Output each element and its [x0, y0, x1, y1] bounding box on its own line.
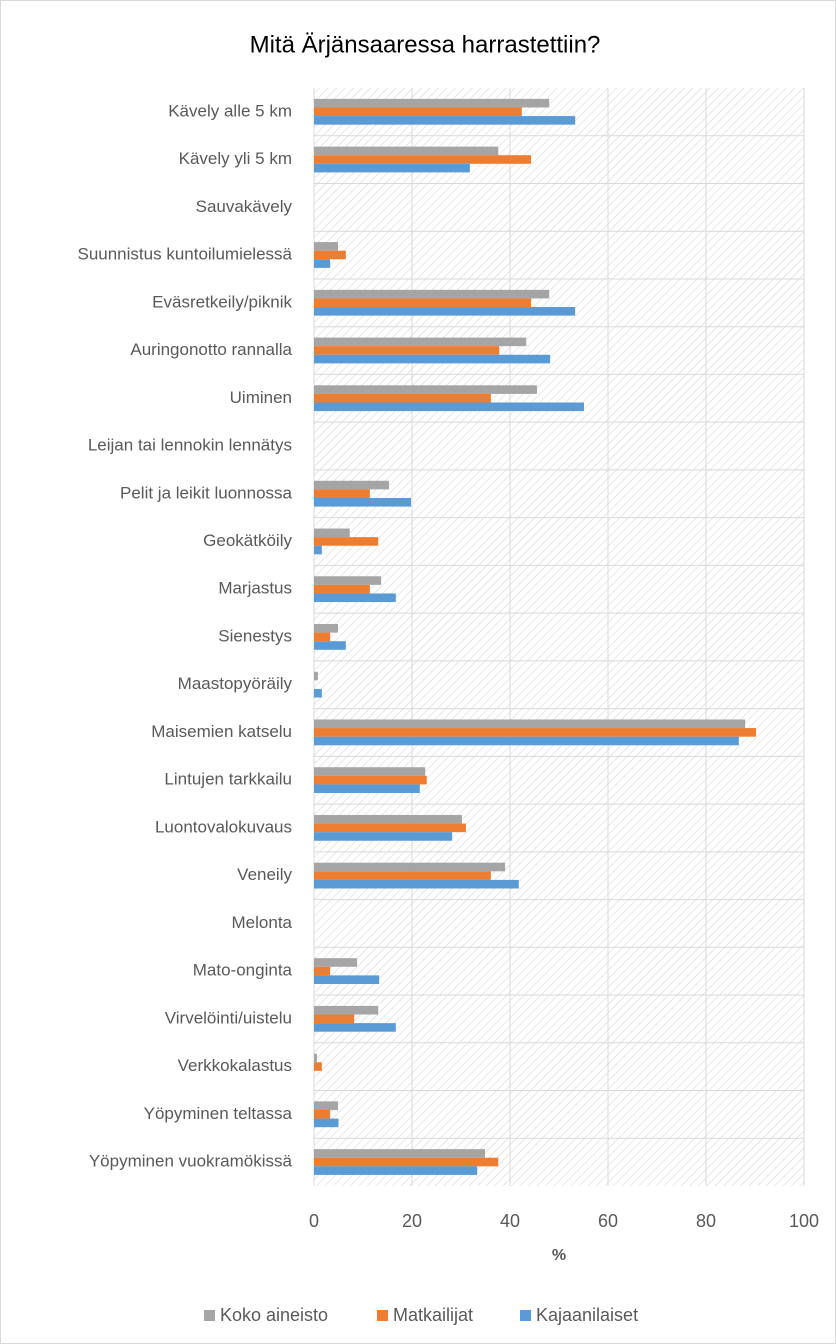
bar [314, 728, 756, 737]
y-tick-label: Verkkokalastus [178, 1056, 292, 1075]
bar [314, 307, 576, 316]
y-tick-label: Leijan tai lennokin lennätys [88, 436, 292, 455]
bar [314, 354, 551, 364]
bar [314, 775, 427, 785]
bar [314, 814, 462, 824]
chart-title: Mitä Ärjänsaaressa harrastettiin? [250, 31, 601, 58]
legend-swatch [520, 1310, 531, 1321]
bar [314, 593, 396, 603]
y-tick-label: Auringonotto rannalla [130, 340, 292, 359]
y-tick-label: Mato-onginta [193, 961, 293, 980]
bar [314, 1157, 499, 1167]
bar [314, 146, 499, 156]
legend-swatch [377, 1310, 388, 1321]
bar [314, 107, 522, 117]
bar [314, 337, 527, 347]
bar [314, 528, 350, 538]
y-tick-label: Sienestys [218, 626, 292, 645]
bar [314, 632, 331, 642]
bar [314, 671, 318, 681]
y-tick-label: Kävely yli 5 km [179, 149, 292, 168]
legend-swatch [204, 1310, 215, 1321]
y-tick-label: Yöpyminen vuokramökissä [89, 1152, 293, 1171]
bar [314, 784, 420, 794]
bar [314, 641, 346, 650]
y-tick-label: Maastopyöräily [178, 674, 293, 693]
legend-label: Kajaanilaiset [536, 1305, 638, 1325]
bar [314, 576, 382, 585]
bar [314, 480, 389, 490]
y-tick-label: Lintujen tarkkailu [164, 770, 292, 789]
bar [314, 832, 453, 841]
bar [314, 155, 532, 164]
y-tick-label: Maisemien katselu [151, 722, 292, 741]
bar [314, 975, 380, 984]
y-tick-label: Luontovalokuvaus [155, 817, 292, 836]
bar [314, 1014, 355, 1024]
bar [314, 298, 532, 308]
bar [314, 688, 322, 698]
y-tick-label: Marjastus [218, 579, 292, 598]
bar [314, 385, 537, 394]
bar [314, 259, 331, 268]
bar [314, 624, 339, 633]
bar [314, 489, 370, 498]
bar [314, 289, 550, 299]
bar [314, 719, 746, 729]
bar [314, 545, 322, 555]
y-tick-label: Sauvakävely [196, 197, 293, 216]
bar [314, 1062, 322, 1071]
y-tick-label: Geokätköily [203, 531, 292, 550]
bar [314, 537, 379, 546]
bar [314, 871, 491, 880]
plot-area [314, 88, 804, 1186]
bar [314, 1053, 317, 1063]
bar [314, 98, 550, 108]
y-tick-label: Eväsretkeily/piknik [152, 292, 292, 311]
x-tick-label: 80 [696, 1211, 716, 1231]
y-tick-label: Yöpyminen teltassa [144, 1104, 293, 1123]
legend-label: Matkailijat [393, 1305, 473, 1325]
bar [314, 958, 358, 967]
x-tick-label: 0 [309, 1211, 319, 1231]
y-tick-label: Virvelöinti/uistelu [165, 1008, 292, 1027]
x-axis-label: % [552, 1247, 566, 1264]
bar [314, 242, 339, 251]
bar [314, 163, 470, 173]
y-tick-label: Pelit ja leikit luonnossa [120, 483, 293, 502]
bar [314, 736, 739, 746]
x-tick-label: 100 [789, 1211, 819, 1231]
bar [314, 1118, 339, 1128]
bar [314, 250, 346, 260]
bar [314, 879, 519, 889]
bar [314, 1166, 478, 1175]
bar [314, 346, 500, 355]
bar [314, 1005, 379, 1015]
bar [314, 1109, 331, 1119]
bar [314, 1023, 396, 1032]
y-tick-label: Melonta [232, 913, 293, 932]
bar [314, 862, 506, 872]
bar [314, 823, 466, 833]
bar [314, 1149, 486, 1158]
bar [314, 966, 331, 976]
bar [314, 767, 426, 776]
x-tick-label: 40 [500, 1211, 520, 1231]
y-tick-label: Suunnistus kuntoilumielessä [77, 245, 292, 264]
bar [314, 584, 370, 594]
bar [314, 393, 491, 403]
y-tick-label: Kävely alle 5 km [168, 101, 292, 120]
bar [314, 402, 584, 412]
x-tick-label: 20 [402, 1211, 422, 1231]
x-tick-label: 60 [598, 1211, 618, 1231]
bar [314, 116, 576, 125]
bar [314, 497, 412, 507]
bar [314, 1101, 339, 1110]
legend-label: Koko aineisto [220, 1305, 328, 1325]
y-tick-label: Veneily [237, 865, 292, 884]
y-tick-label: Uiminen [230, 388, 292, 407]
